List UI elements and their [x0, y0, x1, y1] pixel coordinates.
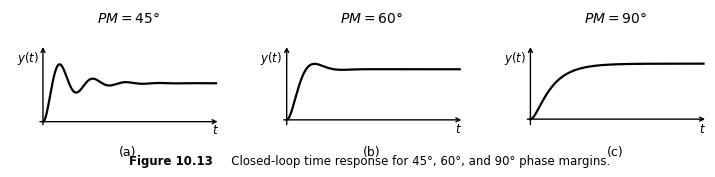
Text: (a): (a)	[119, 146, 137, 159]
Text: $t$: $t$	[212, 124, 219, 137]
Text: $y(t)$: $y(t)$	[16, 50, 39, 67]
Text: $\mathit{PM} = 45°$: $\mathit{PM} = 45°$	[97, 12, 159, 26]
Text: $y(t)$: $y(t)$	[260, 50, 282, 67]
Text: $\mathit{PM} = 90°$: $\mathit{PM} = 90°$	[584, 12, 647, 26]
Text: $\mathit{PM} = 60°$: $\mathit{PM} = 60°$	[340, 12, 403, 26]
Text: Figure 10.13: Figure 10.13	[129, 155, 212, 168]
Text: $t$: $t$	[699, 123, 706, 136]
Text: $y(t)$: $y(t)$	[504, 50, 526, 67]
Text: (b): (b)	[363, 146, 380, 159]
Text: (c): (c)	[607, 146, 624, 159]
Text: Closed-loop time response for 45°, 60°, and 90° phase margins.: Closed-loop time response for 45°, 60°, …	[220, 155, 610, 168]
Text: $t$: $t$	[455, 123, 463, 136]
